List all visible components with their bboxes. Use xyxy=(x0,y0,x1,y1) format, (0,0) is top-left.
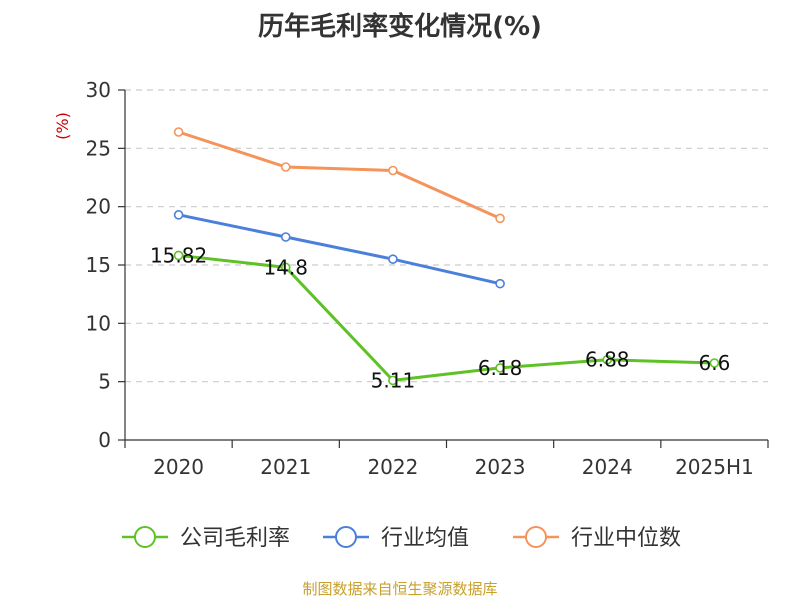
legend: 公司毛利率 行业均值 行业中位数 xyxy=(122,526,681,551)
axes: 0 5 10 15 20 25 30 2020 2021 2022 2023 2024 2025H1 xyxy=(86,78,769,479)
legend-label: 行业中位数 xyxy=(571,526,681,551)
source-footnote: 制图数据来自恒生聚源数据库 xyxy=(302,580,498,598)
chart-title: 历年毛利率变化情况(%) xyxy=(258,12,542,42)
x-tick-label: 2022 xyxy=(367,455,418,479)
data-point xyxy=(280,232,291,242)
data-point xyxy=(495,278,505,289)
y-tick-label: 30 xyxy=(86,78,111,102)
data-point xyxy=(602,354,613,365)
data-label: 6.6 xyxy=(699,351,731,375)
y-tick-label: 10 xyxy=(86,311,111,335)
legend-marker xyxy=(335,526,357,548)
legend-label: 公司毛利率 xyxy=(180,526,290,551)
data-label: 15.82 xyxy=(150,243,207,267)
data-point xyxy=(173,210,184,220)
y-tick-label: 20 xyxy=(86,195,111,219)
data-point xyxy=(280,262,291,273)
y-tick-label: 0 xyxy=(98,428,111,452)
data-label: 5.11 xyxy=(371,368,416,392)
data-point xyxy=(388,254,398,264)
y-tick-label: 15 xyxy=(86,253,111,277)
legend-label: 行业均值 xyxy=(381,526,469,551)
x-tick-label: 2023 xyxy=(475,455,526,479)
data-point xyxy=(495,363,505,373)
data-point xyxy=(388,375,398,386)
data-point xyxy=(495,213,505,224)
data-labels: 15.82 14.8 5.11 6.18 6.88 6.6 xyxy=(150,243,730,392)
legend-marker xyxy=(134,526,156,548)
data-label: 6.88 xyxy=(585,348,630,372)
series-line xyxy=(178,130,501,220)
x-tick-label: 2021 xyxy=(260,455,311,479)
y-tick-label: 25 xyxy=(86,136,111,160)
data-point xyxy=(280,162,291,172)
data-label: 6.18 xyxy=(478,356,523,380)
grid-lines xyxy=(125,89,768,383)
y-tick-label: 5 xyxy=(98,370,111,394)
series-line xyxy=(178,253,715,382)
x-tick-label: 2024 xyxy=(582,455,633,479)
x-tick-label: 2025H1 xyxy=(675,455,754,479)
legend-marker xyxy=(525,526,547,548)
series-lines xyxy=(173,127,720,386)
series-line xyxy=(178,213,501,286)
data-point xyxy=(173,250,184,261)
data-label: 14.8 xyxy=(263,255,308,279)
y-axis-unit-label: (%) xyxy=(53,112,72,140)
data-point xyxy=(173,127,184,137)
x-tick-label: 2020 xyxy=(153,455,204,479)
data-point xyxy=(388,165,398,176)
data-point xyxy=(709,358,720,368)
